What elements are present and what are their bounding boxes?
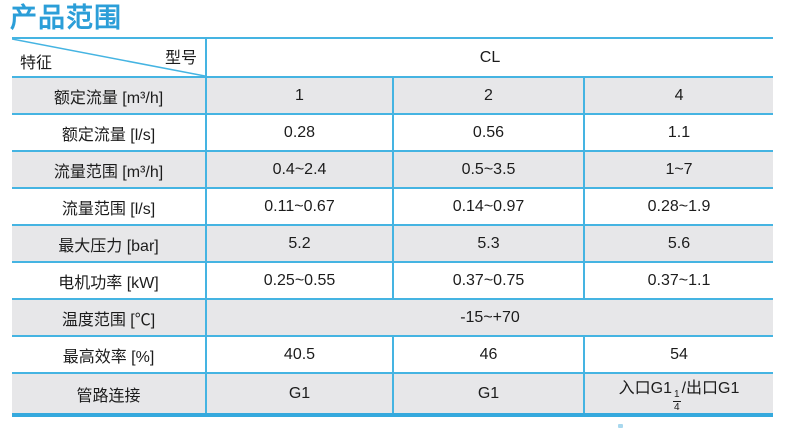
fraction-numerator: 1 — [673, 389, 681, 402]
corner-model-label: 型号 — [164, 50, 197, 67]
row-label: 电机功率 [kW] — [12, 261, 206, 299]
header-row: 型号 特征 CL — [12, 37, 774, 77]
table-row: 最高效率 [%] 40.5 46 54 — [12, 335, 774, 373]
fraction-denominator: 4 — [674, 402, 680, 413]
value-cell: 0.5~3.5 — [392, 150, 584, 188]
row-label: 额定流量 [l/s] — [12, 113, 206, 151]
diagonal-divider-line — [13, 40, 205, 76]
row-label: 流量范围 [l/s] — [12, 187, 206, 225]
table-row: 流量范围 [m³/h] 0.4~2.4 0.5~3.5 1~7 — [12, 150, 774, 188]
value-cell: 4 — [582, 76, 774, 114]
value-cell: 1 — [205, 76, 393, 114]
row-label: 额定流量 [m³/h] — [12, 76, 206, 114]
value-cell: 1.1 — [582, 113, 774, 151]
table-row: 流量范围 [l/s] 0.11~0.67 0.14~0.97 0.28~1.9 — [12, 187, 774, 225]
value-cell: 0.37~0.75 — [392, 261, 584, 299]
row-label: 管路连接 — [12, 372, 206, 415]
value-cell: 5.2 — [205, 224, 393, 262]
row-label: 流量范围 [m³/h] — [12, 150, 206, 188]
value-cell: 5.6 — [582, 224, 774, 262]
value-cell: 0.28~1.9 — [582, 187, 774, 225]
value-cell: 1~7 — [582, 150, 774, 188]
table-row: 温度范围 [℃] -15~+70 — [12, 298, 774, 336]
model-series-header: CL — [204, 37, 774, 77]
value-cell: G1 — [205, 372, 393, 415]
value-cell: 0.25~0.55 — [205, 261, 393, 299]
value-cell: 0.14~0.97 — [392, 187, 584, 225]
value-cell: 0.37~1.1 — [582, 261, 774, 299]
table-row: 电机功率 [kW] 0.25~0.55 0.37~0.75 0.37~1.1 — [12, 261, 774, 299]
fraction-prefix: 入口G1 — [618, 380, 673, 397]
table-row: 管路连接 G1 G1 入口G1 1 4/出口G1 — [12, 372, 774, 415]
stray-mark — [618, 424, 623, 428]
value-cell: 5.3 — [392, 224, 584, 262]
table-row: 额定流量 [l/s] 0.28 0.56 1.1 — [12, 113, 774, 151]
value-cell: 入口G1 1 4/出口G1 — [582, 372, 774, 415]
corner-cell: 型号 特征 — [12, 37, 206, 77]
value-cell: 0.28 — [205, 113, 393, 151]
row-label: 最大压力 [bar] — [12, 224, 206, 262]
value-cell: 40.5 — [205, 335, 393, 373]
value-cell: 2 — [392, 76, 584, 114]
value-cell: 46 — [392, 335, 584, 373]
corner-feature-label: 特征 — [20, 55, 53, 72]
value-cell: 54 — [582, 335, 774, 373]
row-label: 温度范围 [℃] — [12, 298, 206, 336]
value-cell: 0.4~2.4 — [205, 150, 393, 188]
value-cell: G1 — [392, 372, 584, 415]
value-cell: -15~+70 — [204, 298, 774, 336]
page-title: 产品范围 — [10, 3, 122, 33]
value-cell: 0.11~0.67 — [205, 187, 393, 225]
row-label: 最高效率 [%] — [12, 335, 206, 373]
value-cell: 0.56 — [392, 113, 584, 151]
product-range-table: 型号 特征 CL 额定流量 [m³/h] 1 2 4 额定流量 [l/s] 0.28 0.5… — [12, 37, 774, 417]
table-row: 额定流量 [m³/h] 1 2 4 — [12, 76, 774, 114]
table-row: 最大压力 [bar] 5.2 5.3 5.6 — [12, 224, 774, 262]
fraction-suffix: /出口G1 — [681, 380, 740, 397]
